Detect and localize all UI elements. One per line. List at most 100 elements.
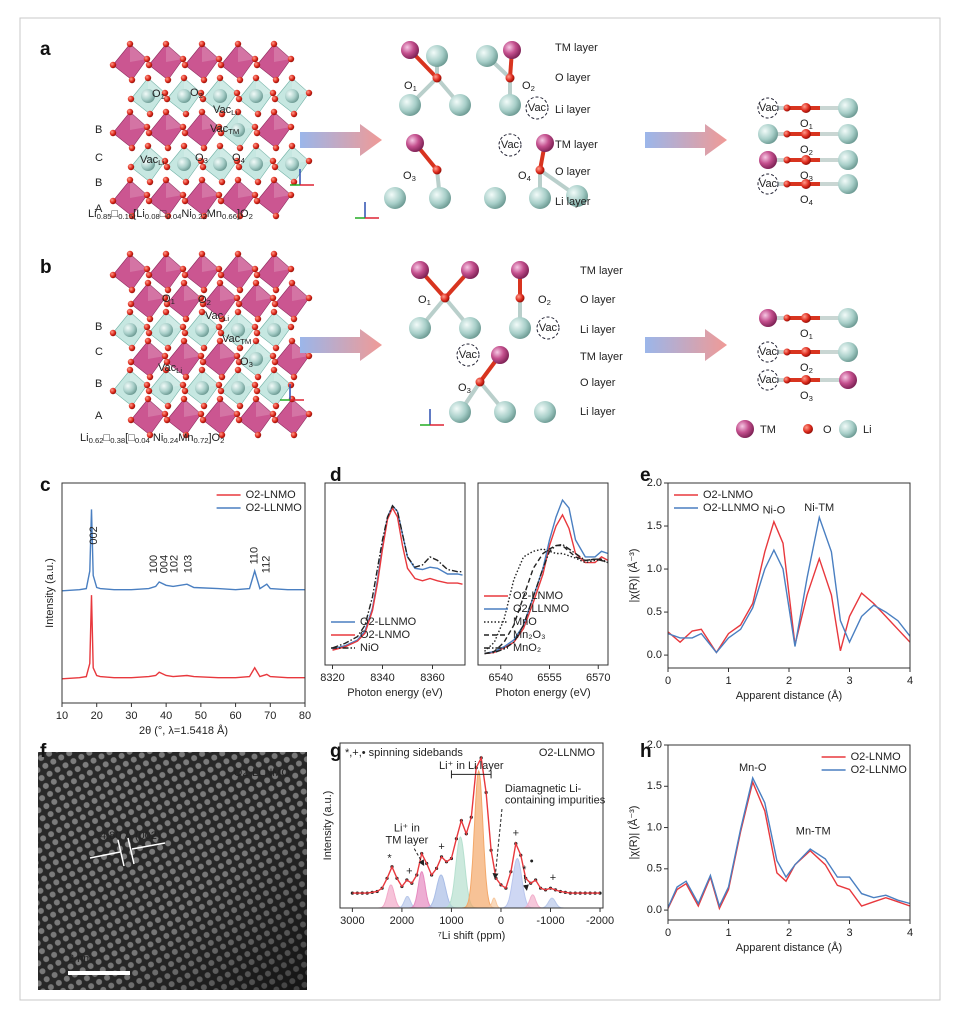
annotation: 004 (158, 555, 170, 573)
o-atom (199, 95, 207, 103)
o-atom (236, 76, 244, 84)
o-atom (146, 110, 154, 118)
o-atom (180, 142, 188, 150)
o-atom (432, 165, 442, 175)
o-atom (180, 279, 188, 287)
formula-part: 2 (249, 212, 253, 221)
o-atom (783, 376, 791, 384)
o-atom (236, 212, 244, 220)
o-atom (235, 416, 243, 424)
o-atom (197, 410, 205, 418)
layer-label: TM layer (555, 139, 598, 151)
x-tick-label: 8340 (370, 672, 394, 684)
layer-label: Li layer (580, 406, 616, 418)
x-tick-label: 3 (846, 927, 852, 939)
o-atom (783, 130, 791, 138)
octahedron-facet (202, 44, 219, 62)
o-atom (233, 157, 241, 165)
data-point (350, 891, 354, 895)
x-tick-label: -2000 (586, 915, 614, 927)
octahedron-facet (130, 254, 147, 272)
octahedron-facet (130, 44, 147, 62)
o-atom (287, 381, 295, 389)
x-tick-label: 60 (229, 710, 241, 722)
o-atom (109, 129, 117, 137)
octahedron-facet (274, 180, 291, 198)
lattice-fringe (127, 837, 135, 865)
process-arrow (300, 329, 382, 361)
o-atom (161, 157, 169, 165)
o-atom (109, 387, 117, 395)
o-atom (215, 55, 223, 63)
pointer (492, 808, 503, 880)
layer-label: Li layer (555, 104, 591, 116)
layer-label: TM layer (580, 351, 623, 363)
o-atom (145, 387, 153, 395)
o-atom (305, 352, 313, 360)
o-atom (144, 142, 152, 150)
o-atom (181, 271, 189, 279)
o-label-part: O (800, 118, 809, 130)
vacancy (757, 369, 779, 391)
octahedron-facet (274, 112, 291, 130)
o-label-part: O (418, 294, 427, 306)
o-atom (269, 89, 277, 97)
o-label-part: 4 (809, 198, 814, 207)
o-atom (144, 395, 152, 403)
o-label-part: 1 (413, 84, 417, 93)
o-atom (109, 61, 117, 69)
o-label-part: 1 (427, 298, 431, 307)
annotation: TM layer (385, 834, 428, 846)
o-atom (216, 142, 224, 150)
li-atom (459, 317, 481, 339)
o-atom (128, 286, 136, 294)
layer-label: O layer (580, 294, 616, 306)
o-atom (163, 416, 171, 424)
atom-legend-label: Li (863, 424, 872, 436)
li-atom (399, 94, 421, 116)
formula-part: [Li (133, 208, 145, 220)
legend-label: O2-LLNMO (703, 502, 760, 514)
pointer (522, 874, 529, 891)
o-atom (783, 104, 791, 112)
tm-atom (511, 261, 529, 279)
series-line (484, 543, 609, 655)
x-tick-label: 50 (195, 710, 207, 722)
formula-part: □ (112, 208, 119, 220)
li-atom (839, 420, 857, 438)
site-label-part: TM (228, 127, 239, 136)
li-atom (177, 157, 191, 171)
site-label: O3 (195, 152, 208, 165)
o-atom (161, 352, 169, 360)
series-line (667, 779, 911, 911)
formula-part: 0.62 (89, 436, 104, 445)
x-tick-label: 1000 (439, 915, 463, 927)
o-atom (198, 40, 206, 48)
octahedron-facet (130, 112, 147, 130)
site-label-part: Vac (213, 104, 232, 116)
o-atom (198, 366, 206, 374)
o-atom (127, 358, 135, 366)
o-atom (218, 315, 226, 323)
panel-letter: c (40, 475, 51, 496)
formula-part: 0.24 (163, 436, 179, 445)
o-atom (218, 431, 226, 439)
o-atom (535, 165, 545, 175)
o-atom (161, 410, 169, 418)
x-tick-label: 0 (498, 915, 504, 927)
o-atom (143, 191, 151, 199)
annotation: Li⁺ in Li layer (439, 760, 504, 772)
layer-label: Li layer (580, 324, 616, 336)
o-atom (161, 294, 169, 302)
o-atom (181, 61, 189, 69)
li-atom (758, 124, 778, 144)
o-atom (271, 95, 279, 103)
octahedron-facet (148, 283, 165, 301)
o-label-part: O (800, 194, 809, 206)
annotation: 103 (183, 555, 195, 573)
li-atom (285, 157, 299, 171)
o-atom (145, 197, 153, 205)
o-atom (783, 348, 791, 356)
formula-part: Mn (207, 208, 222, 220)
y-tick-label: 0.0 (647, 649, 662, 661)
